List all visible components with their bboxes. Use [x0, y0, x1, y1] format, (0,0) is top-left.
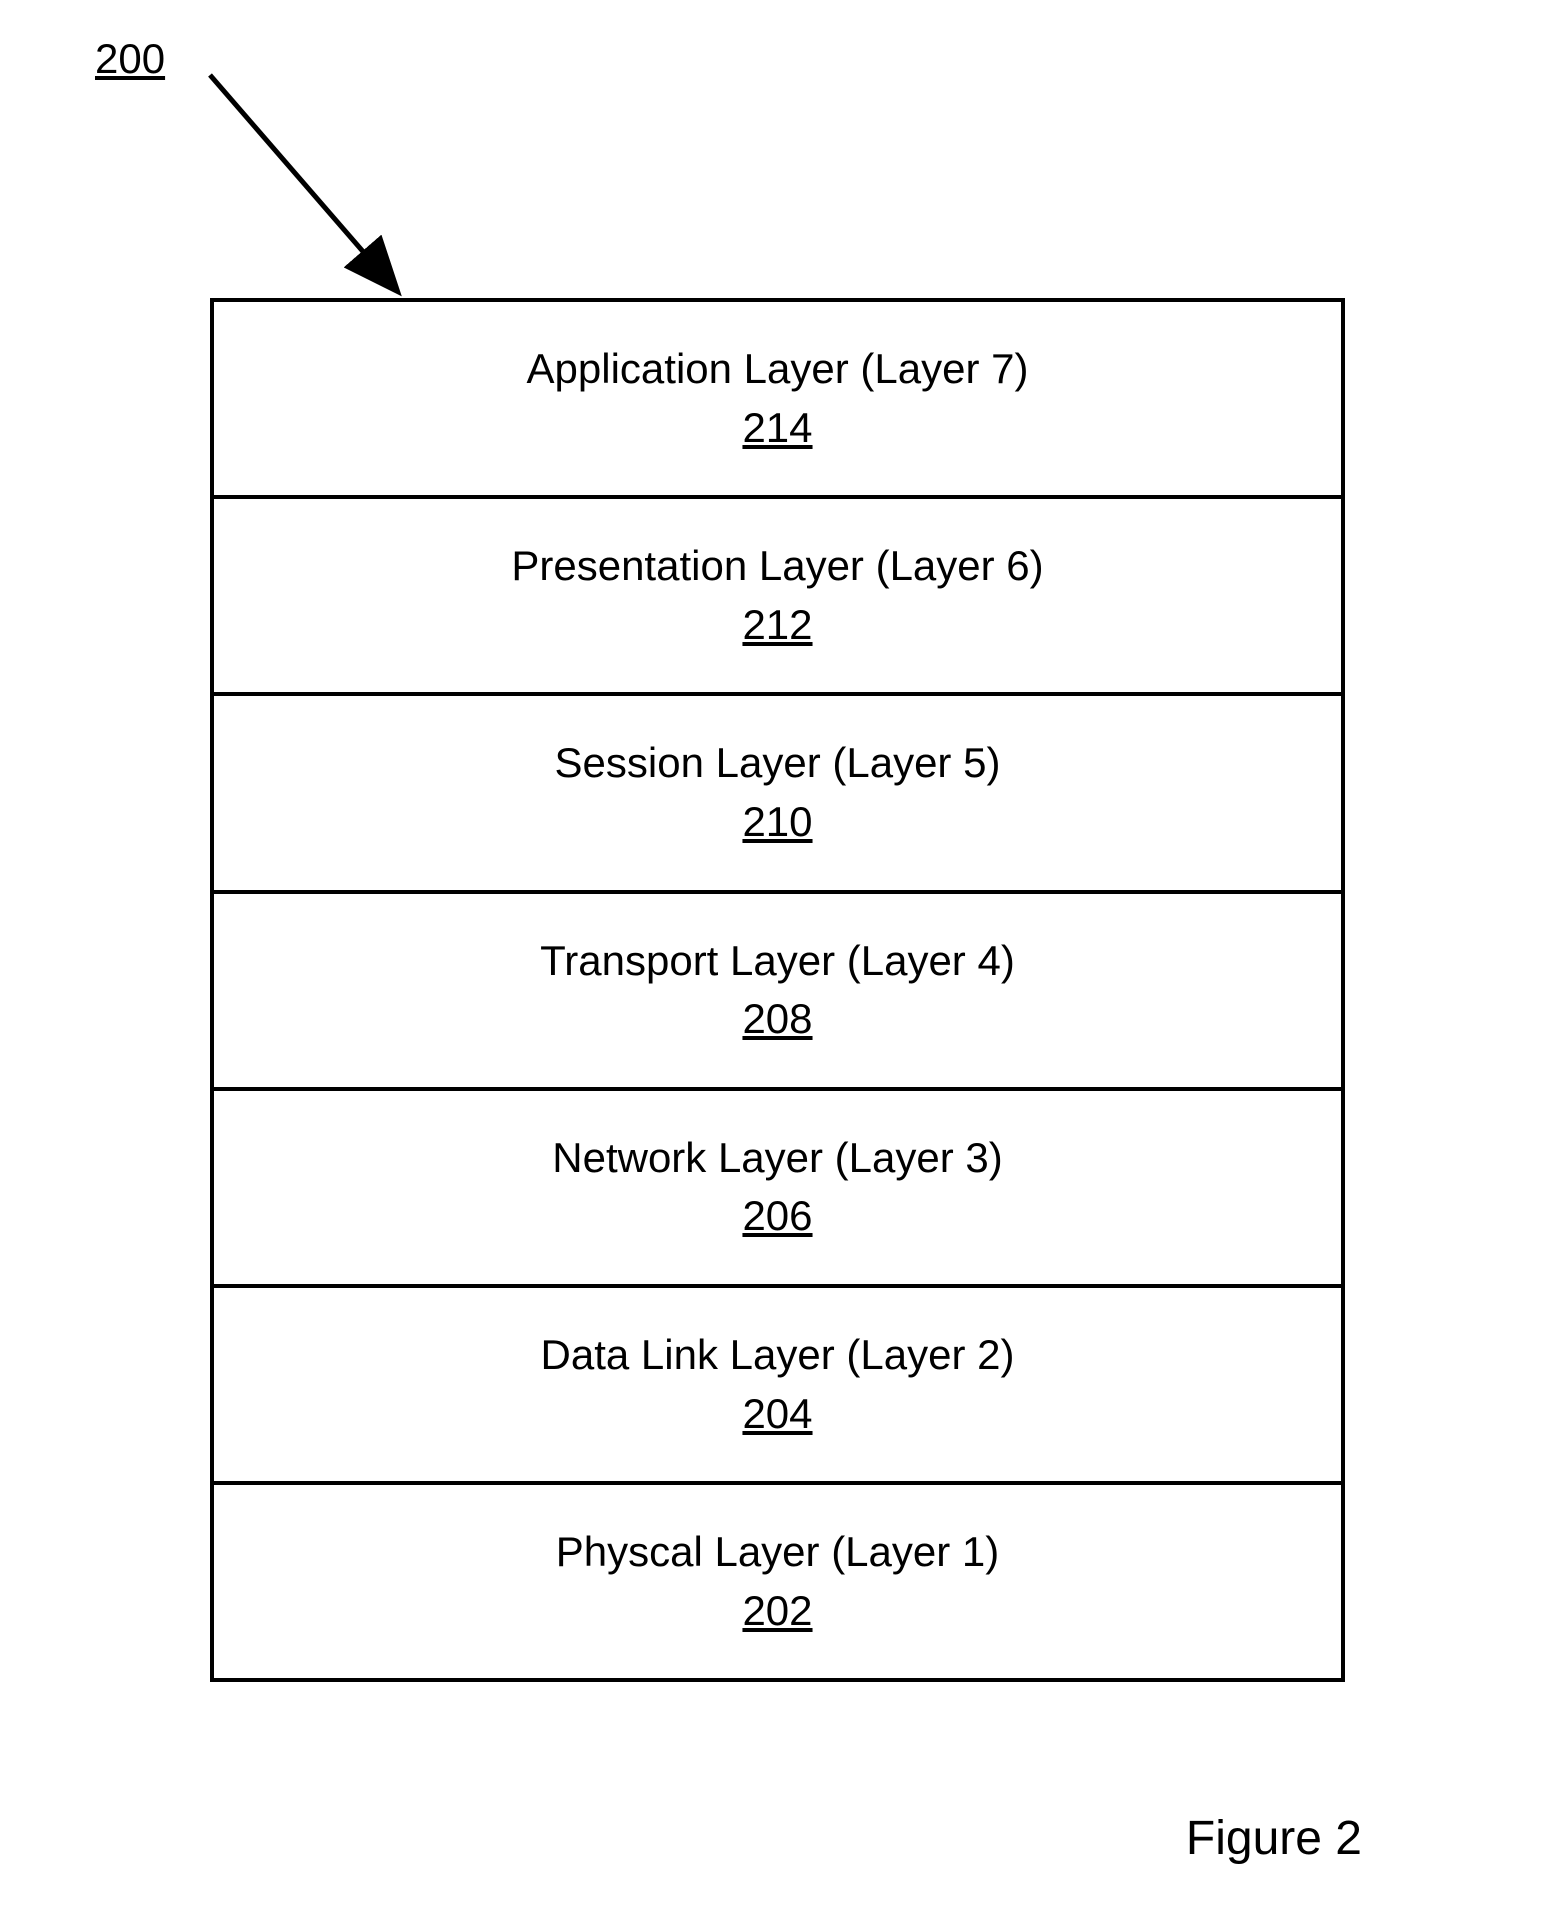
layer-title: Data Link Layer (Layer 2)	[541, 1328, 1015, 1383]
layer-title: Network Layer (Layer 3)	[552, 1131, 1003, 1186]
pointer-arrow	[180, 55, 440, 315]
layer-number: 214	[742, 401, 812, 456]
layer-network: Network Layer (Layer 3) 206	[214, 1091, 1341, 1288]
layer-number: 210	[742, 795, 812, 850]
figure-caption: Figure 2	[1186, 1811, 1362, 1866]
layer-title: Application Layer (Layer 7)	[527, 342, 1029, 397]
layer-application: Application Layer (Layer 7) 214	[214, 302, 1341, 499]
layer-session: Session Layer (Layer 5) 210	[214, 696, 1341, 893]
layer-title: Transport Layer (Layer 4)	[540, 934, 1015, 989]
layer-number: 212	[742, 598, 812, 653]
layer-datalink: Data Link Layer (Layer 2) 204	[214, 1288, 1341, 1485]
reference-number: 200	[95, 35, 165, 83]
layer-number: 206	[742, 1189, 812, 1244]
layer-title: Physcal Layer (Layer 1)	[556, 1525, 1000, 1580]
layer-transport: Transport Layer (Layer 4) 208	[214, 894, 1341, 1091]
layer-physical: Physcal Layer (Layer 1) 202	[214, 1485, 1341, 1682]
layer-number: 202	[742, 1584, 812, 1639]
layer-title: Session Layer (Layer 5)	[555, 736, 1001, 791]
osi-layer-stack: Application Layer (Layer 7) 214 Presenta…	[210, 298, 1345, 1682]
layer-number: 204	[742, 1387, 812, 1442]
layer-number: 208	[742, 992, 812, 1047]
layer-title: Presentation Layer (Layer 6)	[511, 539, 1043, 594]
layer-presentation: Presentation Layer (Layer 6) 212	[214, 499, 1341, 696]
